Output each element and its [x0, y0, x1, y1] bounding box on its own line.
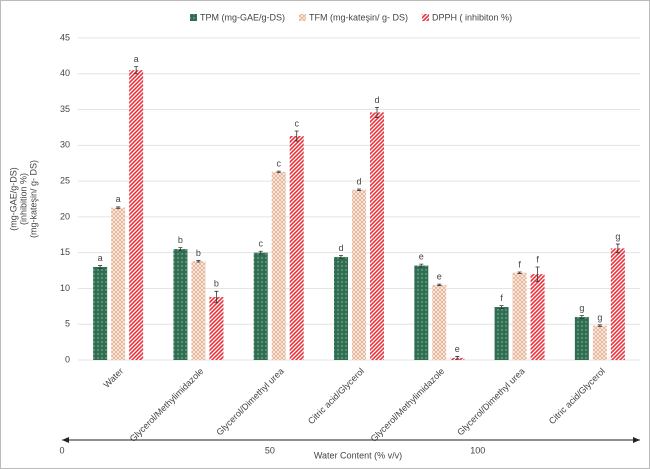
bar: [271, 171, 286, 360]
y-tick-label: 35: [60, 104, 70, 114]
error-bar: [116, 206, 121, 209]
data-letter: b: [214, 279, 219, 289]
data-letter: b: [178, 235, 183, 245]
water-tick-label: 0: [59, 445, 64, 455]
data-letter: c: [276, 158, 281, 168]
data-letter: g: [597, 312, 602, 322]
y-tick-label: 40: [60, 68, 70, 78]
water-tick-label: 100: [470, 445, 485, 455]
error-bar: [437, 283, 442, 286]
arrow-head: [62, 437, 69, 443]
error-bar: [98, 265, 103, 269]
error-bar: [375, 107, 379, 118]
data-letter: f: [500, 293, 503, 303]
bar: [592, 325, 607, 360]
bar: [512, 272, 527, 360]
data-letter: a: [134, 54, 139, 64]
data-letter: g: [579, 303, 584, 313]
error-bar: [579, 315, 584, 319]
error-bar: [455, 356, 460, 360]
bar: [191, 261, 206, 360]
error-bar: [214, 290, 219, 304]
y-axis-label: (inhibition %): [18, 173, 28, 225]
error-bar: [597, 324, 602, 327]
bar: [129, 70, 144, 360]
legend-swatch: [422, 14, 430, 21]
bar: [530, 274, 545, 360]
data-letter: e: [419, 251, 424, 261]
y-tick-label: 15: [60, 247, 70, 257]
legend-swatch: [299, 14, 307, 21]
y-tick-label: 0: [65, 354, 70, 364]
error-bar: [258, 250, 263, 255]
y-tick-label: 25: [60, 175, 70, 185]
bar: [209, 297, 224, 360]
bar: [352, 189, 366, 360]
error-bar: [615, 243, 620, 254]
y-tick-label: 5: [65, 319, 70, 329]
bar: [414, 265, 429, 360]
data-letter: f: [518, 259, 521, 269]
arrow-head: [633, 437, 640, 443]
error-bar: [134, 66, 139, 75]
y-axis-label: (mg-GAE/g-DS): [8, 167, 18, 231]
water-axis-label: Water Content (% v/v): [314, 450, 402, 460]
error-bar: [339, 255, 343, 259]
data-letter: a: [116, 194, 121, 204]
bar: [111, 207, 126, 360]
error-bar: [276, 170, 281, 173]
data-letter: c: [258, 239, 263, 249]
y-tick-label: 20: [60, 211, 70, 221]
error-bar: [499, 305, 504, 309]
error-bar: [535, 266, 540, 282]
data-letter: g: [615, 231, 620, 241]
error-bar: [178, 247, 183, 251]
y-tick-label: 45: [60, 32, 70, 42]
error-bar: [294, 130, 299, 142]
bar: [289, 136, 304, 360]
bar: [93, 266, 108, 360]
error-bar: [357, 188, 361, 191]
data-letter: a: [98, 253, 103, 263]
bar: [610, 248, 625, 360]
error-bar: [517, 271, 522, 274]
legend-swatch: [190, 14, 197, 21]
bar: [173, 249, 188, 360]
legend-label: DPPH ( inhibiton %): [432, 12, 512, 22]
bar: [574, 317, 589, 360]
bar: [334, 256, 348, 360]
water-tick-label: 50: [265, 445, 275, 455]
bar: [494, 307, 509, 360]
data-letter: d: [374, 95, 379, 105]
bar: [370, 112, 384, 360]
data-letter: d: [356, 176, 361, 186]
data-letter: f: [536, 254, 539, 264]
y-tick-label: 10: [60, 283, 70, 293]
data-letter: b: [196, 248, 201, 258]
bar: [253, 252, 268, 360]
data-letter: d: [338, 243, 343, 253]
error-bar: [419, 263, 424, 268]
error-bar: [196, 260, 201, 263]
data-letter: c: [294, 118, 299, 128]
data-letter: e: [455, 344, 460, 354]
legend-label: TFM (mg-kateşin/ g- DS): [309, 12, 408, 22]
bar: [432, 284, 447, 360]
legend-label: TPM (mg-GAE/g-DS): [200, 12, 285, 22]
data-letter: e: [437, 272, 442, 282]
y-axis-label: (mg-kateşin/ g- DS): [28, 160, 38, 238]
y-tick-label: 30: [60, 140, 70, 150]
